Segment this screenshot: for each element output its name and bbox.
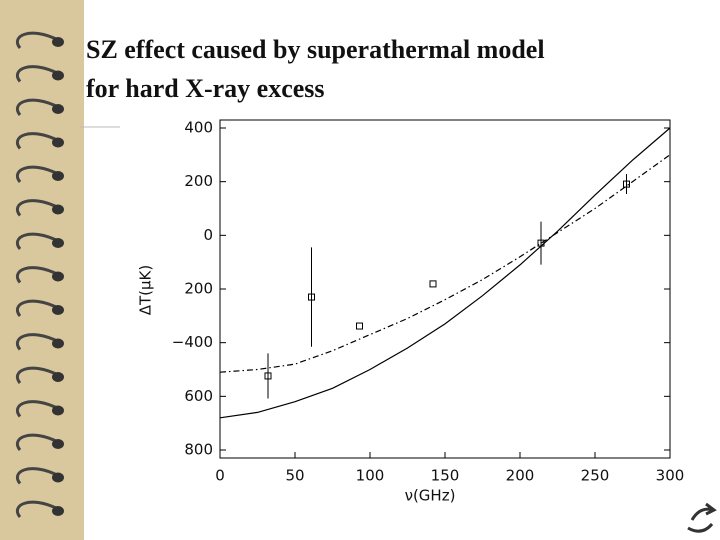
spiral-ring [16,98,59,116]
y-tick-label: 400 [184,119,213,137]
title-line: for hard X-ray excess [86,74,325,103]
spiral-hole [52,305,64,315]
spiral-hole [52,238,64,248]
spiral-ring [16,366,59,384]
spiral-ring [16,199,59,217]
spiral-hole [52,372,64,382]
x-tick-label: 250 [581,467,610,485]
y-tick-label: 800 [184,441,213,459]
y-tick-label: 200 [184,172,213,190]
x-tick-label: 0 [215,467,225,485]
spiral-ring [16,333,59,351]
data-point [537,239,545,247]
spiral-hole [52,405,64,416]
nav-icon [687,502,717,533]
data-point [429,280,437,288]
spiral-hole [52,338,64,349]
data-point [356,322,363,330]
spiral-hole [52,171,64,181]
title-line: SZ effect caused by superathermal model [86,35,545,64]
spiral-hole [52,37,64,47]
x-tick-label: 50 [285,467,304,485]
y-axis-label: ΔT(μK) [137,265,155,316]
spiral-hole [52,70,64,81]
data-point [623,180,630,188]
spiral-ring [16,31,59,49]
plot-frame [219,119,671,459]
spiral-ring [16,400,59,418]
y-tick-label: 600 [184,387,213,405]
y-tick-label: −400 [172,333,213,351]
x-axis-label: ν(GHz) [405,487,456,505]
spiral-hole [52,204,64,215]
spiral-ring [16,165,59,183]
spiral-ring [16,232,59,250]
model-curve [219,127,671,419]
spiral-ring [16,467,59,485]
data-point [264,372,272,380]
spiral-ring [16,433,59,451]
spiral-hole [52,137,64,148]
model-curve [219,154,671,373]
y-tick-label: 0 [203,226,213,244]
spiral-ring [16,299,59,317]
spiral-hole [52,506,64,516]
x-tick-label: 300 [656,467,685,485]
spiral-ring [16,266,59,284]
spiral-ring [16,132,59,150]
data-point [308,293,315,301]
spiral-hole [52,472,64,483]
x-tick-label: 200 [506,467,535,485]
y-tick-label: 200 [184,280,213,298]
spiral-ring [16,500,59,518]
spiral-hole [52,439,64,449]
spiral-binding [16,31,64,518]
spiral-hole [52,104,64,114]
x-tick-label: 100 [356,467,385,485]
spiral-hole [52,271,64,282]
spiral-ring [16,65,59,83]
x-tick-label: 150 [431,467,460,485]
